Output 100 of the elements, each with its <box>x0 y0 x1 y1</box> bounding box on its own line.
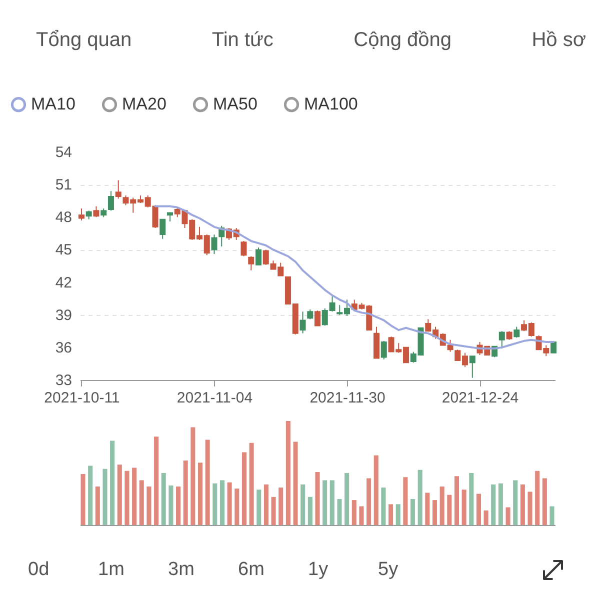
bar <box>352 500 356 525</box>
bar <box>242 452 246 525</box>
candlestick <box>78 208 84 221</box>
candlestick <box>314 310 320 326</box>
bar <box>176 486 181 525</box>
bar <box>190 427 196 525</box>
candlestick <box>300 311 306 334</box>
legend-label: MA50 <box>213 94 258 114</box>
bar <box>102 468 108 525</box>
bar <box>110 440 115 525</box>
candlestick <box>115 180 122 200</box>
bar <box>432 500 438 525</box>
bar <box>198 462 203 525</box>
bar <box>227 482 232 525</box>
bar <box>271 496 276 525</box>
candlestick <box>211 234 218 255</box>
candlestick <box>380 340 387 360</box>
bar <box>469 473 474 525</box>
y-tick-label: 39 <box>55 306 72 324</box>
text: 1y <box>308 559 330 581</box>
bar <box>212 483 218 525</box>
bar <box>249 442 254 525</box>
candlestick <box>514 326 520 338</box>
bar <box>154 436 159 525</box>
bar <box>520 484 525 525</box>
bar <box>528 492 532 525</box>
bar <box>88 466 93 525</box>
candlestick <box>108 190 114 212</box>
bar <box>447 494 452 525</box>
bar <box>381 488 386 525</box>
bar <box>278 488 284 525</box>
x-tick-label: 2021-11-30 <box>310 390 386 406</box>
bar <box>315 472 320 525</box>
bar <box>491 484 496 525</box>
text: 0d <box>28 559 50 581</box>
text: 3m <box>168 559 196 581</box>
text: Hồ sơ <box>532 28 586 52</box>
bar <box>484 510 488 525</box>
y-tick-label: 36 <box>55 339 72 356</box>
bar <box>542 478 547 525</box>
bar <box>286 421 290 525</box>
bar <box>256 490 262 525</box>
candlestick <box>93 206 100 218</box>
bar <box>403 477 408 525</box>
bar <box>498 483 503 525</box>
bar <box>124 470 130 525</box>
bar <box>410 499 416 525</box>
bar <box>234 488 240 525</box>
candlestick <box>498 330 505 350</box>
x-tick-label: 2021-12-24 <box>442 390 519 406</box>
bar <box>168 485 174 525</box>
legend-label: MA20 <box>122 94 166 114</box>
bar <box>220 480 225 525</box>
bar <box>337 499 342 525</box>
candlestick <box>240 240 247 257</box>
bar <box>374 455 378 525</box>
x-tick-label: 2021-11-04 <box>176 390 253 406</box>
y-tick-label: 45 <box>55 242 72 259</box>
bar <box>330 480 334 525</box>
bar <box>366 478 372 525</box>
bar <box>440 486 444 525</box>
bar <box>183 460 188 525</box>
bar <box>308 496 312 525</box>
bar <box>359 506 364 525</box>
bar <box>535 470 540 525</box>
bar <box>425 492 430 525</box>
bar <box>462 490 466 525</box>
x-tick-label: 2021-10-11 <box>44 390 120 406</box>
bar <box>146 486 152 525</box>
text: 1m <box>98 559 126 581</box>
candlestick <box>248 256 254 271</box>
y-tick-label: 33 <box>55 372 72 389</box>
bar <box>322 480 328 525</box>
bar <box>293 442 298 525</box>
candlestick <box>307 308 314 320</box>
y-tick-label: 51 <box>55 176 72 194</box>
bar <box>300 484 306 525</box>
text: 5y <box>378 559 400 581</box>
text: Cộng đồng <box>354 28 452 52</box>
bar <box>454 476 460 525</box>
bar <box>344 473 350 525</box>
bar <box>132 468 137 525</box>
candlestick <box>255 247 262 266</box>
candlestick <box>160 218 166 240</box>
y-tick-label: 48 <box>55 209 72 226</box>
legend-label: MA100 <box>304 94 358 114</box>
bar <box>264 484 268 525</box>
bar <box>117 464 122 525</box>
bar <box>418 470 422 525</box>
text: Tổng quan <box>36 28 132 52</box>
candlestick <box>469 356 476 378</box>
bar <box>550 506 554 525</box>
legend-label: MA10 <box>31 94 76 114</box>
bar <box>139 480 144 525</box>
bar <box>161 473 166 525</box>
text: 6m <box>238 559 266 581</box>
bar <box>80 474 86 525</box>
bar <box>513 480 518 525</box>
bar <box>506 507 510 525</box>
bar <box>95 486 100 525</box>
